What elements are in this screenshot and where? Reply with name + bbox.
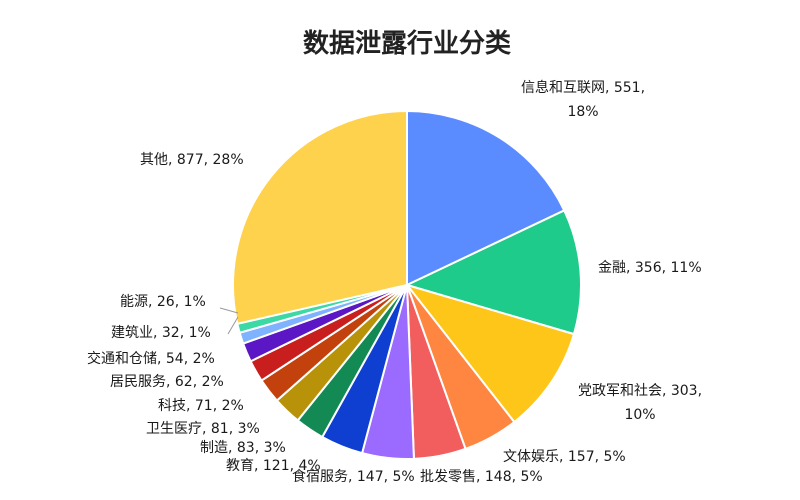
- slice-label-5: 批发零售, 148, 5%: [420, 469, 543, 485]
- slice-label-line: 卫生医疗, 81, 3%: [146, 421, 260, 437]
- slice-label-12: 交通和仓储, 54, 2%: [87, 350, 215, 367]
- slice-label-4: 文体娱乐, 157, 5%: [503, 449, 626, 465]
- leader-line-13: [227, 316, 239, 335]
- slice-label-8: 制造, 83, 3%: [200, 440, 286, 456]
- slice-label-line: 居民服务, 62, 2%: [110, 374, 224, 390]
- slice-label-line: 教育, 121, 4%: [226, 458, 321, 474]
- slice-label-15: 其他, 877, 28%: [140, 152, 244, 168]
- slice-label-line: 10%: [624, 407, 655, 423]
- slice-label-line: 交通和仓储, 54, 2%: [87, 350, 215, 367]
- slice-label-line: 党政军和社会, 303,: [578, 383, 702, 399]
- slice-label-line: 建筑业, 32, 1%: [111, 325, 211, 341]
- slice-label-10: 科技, 71, 2%: [158, 398, 244, 414]
- leader-lines: [219, 307, 239, 335]
- pie-slices: [232, 109, 582, 460]
- slice-label-line: 科技, 71, 2%: [158, 398, 244, 414]
- slice-label-13: 建筑业, 32, 1%: [111, 325, 211, 341]
- slice-label-line: 金融, 356, 11%: [598, 260, 702, 276]
- leader-line-14: [219, 307, 239, 314]
- slice-label-line: 制造, 83, 3%: [200, 440, 286, 456]
- slice-label-line: 批发零售, 148, 5%: [420, 469, 543, 485]
- pie-slice-1: [406, 109, 566, 287]
- slice-label-3: 党政军和社会, 303, 10%: [578, 383, 702, 423]
- slice-label-line: 能源, 26, 1%: [120, 294, 206, 310]
- slice-label-9: 卫生医疗, 81, 3%: [146, 421, 260, 437]
- slice-label-2: 金融, 356, 11%: [598, 260, 702, 276]
- slice-labels: 信息和互联网, 551, 18% 金融, 356, 11% 党政军和社会, 303, 1…: [87, 79, 702, 485]
- slice-label-1: 信息和互联网, 551, 18%: [521, 79, 645, 120]
- pie-slice-15: [232, 109, 408, 325]
- chart-title: 数据泄露行业分类: [303, 28, 511, 59]
- slice-label-6: 食宿服务, 147, 5%: [292, 468, 415, 485]
- slice-label-14: 能源, 26, 1%: [120, 294, 206, 310]
- slice-label-11: 居民服务, 62, 2%: [110, 374, 224, 390]
- pie-slice-2: [404, 209, 582, 336]
- slice-label-line: 信息和互联网, 551,: [521, 79, 645, 96]
- slice-label-7: 教育, 121, 4%: [226, 458, 321, 474]
- slice-label-line: 18%: [567, 104, 598, 120]
- pie-slice-3: [404, 283, 576, 424]
- slice-label-line: 文体娱乐, 157, 5%: [503, 449, 626, 465]
- slice-label-line: 食宿服务, 147, 5%: [292, 468, 415, 485]
- slice-label-line: 其他, 877, 28%: [140, 152, 244, 168]
